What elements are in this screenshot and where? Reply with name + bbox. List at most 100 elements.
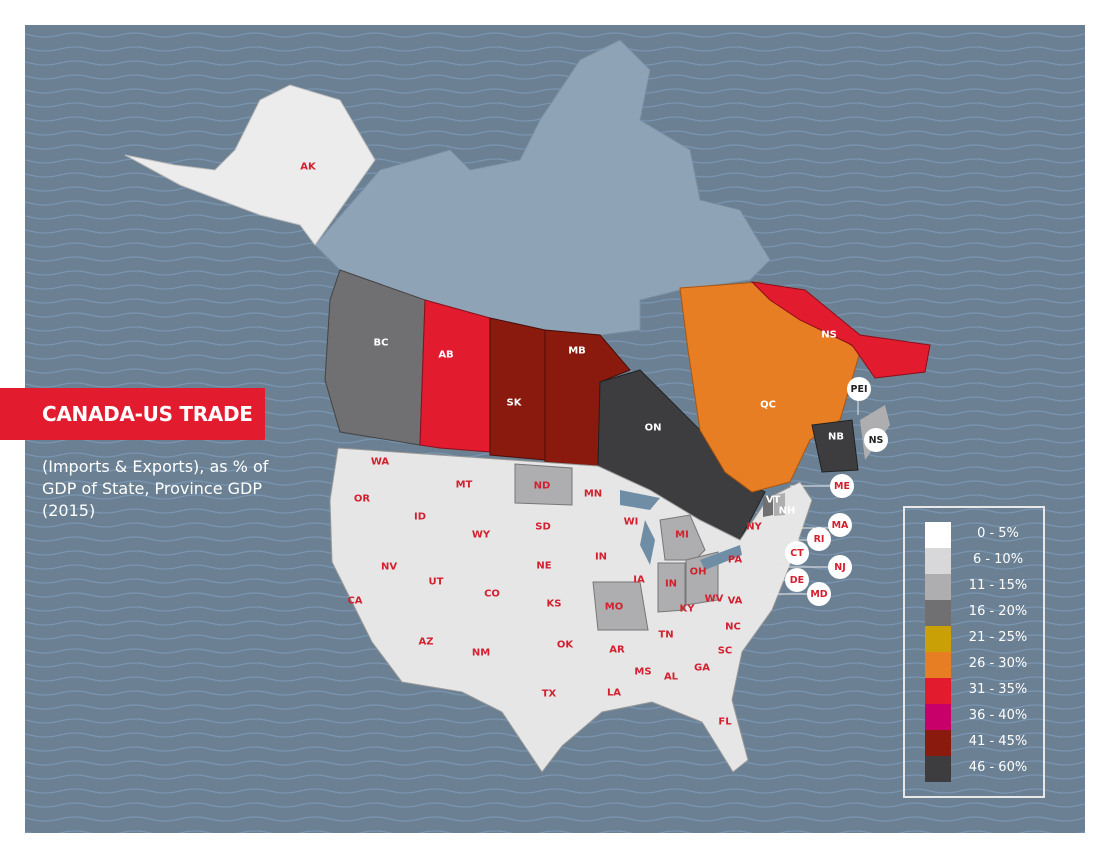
label-MS: MS: [634, 666, 652, 678]
label-OK: OK: [556, 639, 574, 651]
label-UT: UT: [428, 576, 444, 588]
map-subtitle: (Imports & Exports), as % of GDP of Stat…: [42, 457, 269, 520]
label-LA: LA: [606, 687, 622, 699]
legend-label: 21 - 25%: [968, 630, 1028, 645]
legend-swatch: [925, 600, 951, 626]
legend-label: 6 - 10%: [972, 552, 1024, 567]
label-NY: NY: [746, 521, 762, 533]
label-MO: MO: [604, 601, 624, 613]
region-AB: [419, 299, 491, 453]
label-ON: ON: [644, 422, 662, 434]
region-IN-east: [657, 562, 686, 613]
label-ND: ND: [533, 480, 551, 492]
legend-item: 21 - 25%: [925, 626, 1045, 652]
legend-item: 0 - 5%: [925, 522, 1045, 548]
legend-label: 16 - 20%: [968, 604, 1028, 619]
label-QC: QC: [760, 399, 776, 411]
label-IA: IA: [633, 574, 645, 586]
label-CO: CO: [484, 588, 500, 600]
region-AK: [124, 84, 376, 246]
legend-swatch: [925, 522, 951, 548]
label-IN-west: IN: [594, 551, 608, 563]
region-MO: [592, 581, 649, 631]
label-GA: GA: [694, 662, 710, 674]
legend-item: 36 - 40%: [925, 704, 1045, 730]
region-VT: [763, 495, 773, 517]
region-MI: [659, 514, 706, 561]
bubble-MD: MD: [807, 582, 831, 606]
legend: 0 - 5% 6 - 10% 11 - 15% 16 - 20% 21 - 25% 26 …: [903, 506, 1045, 798]
legend-swatch: [925, 548, 951, 574]
label-TN: TN: [658, 629, 674, 641]
legend-label: 41 - 45%: [968, 734, 1028, 749]
legend-swatch: [925, 678, 951, 704]
legend-item: 31 - 35%: [925, 678, 1045, 704]
legend-label: 11 - 15%: [968, 578, 1028, 593]
label-AZ: AZ: [418, 636, 434, 648]
label-OH: OH: [689, 566, 707, 578]
label-NS-NL: NS: [821, 329, 837, 341]
legend-label: 46 - 60%: [968, 760, 1028, 775]
legend-label: 31 - 35%: [968, 682, 1028, 697]
legend-item: 41 - 45%: [925, 730, 1045, 756]
region-NB: [811, 419, 859, 473]
legend-swatch: [925, 730, 951, 756]
bubble-NJ: NJ: [828, 555, 852, 579]
label-MN: MN: [583, 488, 603, 500]
label-AK: AK: [300, 161, 316, 173]
bubble-NS: NS: [864, 428, 888, 452]
label-OR: OR: [353, 493, 371, 505]
legend-swatch: [925, 704, 951, 730]
label-AB: AB: [438, 349, 454, 361]
label-BC: BC: [373, 337, 389, 349]
label-VT: VT: [765, 494, 781, 506]
label-SK: SK: [506, 397, 522, 409]
legend-label: 36 - 40%: [968, 708, 1028, 723]
region-SK: [489, 317, 546, 461]
label-VA: VA: [727, 595, 743, 607]
label-WA: WA: [370, 456, 390, 468]
label-NM: NM: [471, 647, 491, 659]
legend-swatch: [925, 652, 951, 678]
label-MB: MB: [568, 345, 586, 357]
title-band: CANADA-US TRADE: [0, 388, 265, 440]
region-BC: [324, 269, 426, 446]
great-lakes: [620, 490, 742, 570]
legend-label: 26 - 30%: [968, 656, 1028, 671]
legend-label: 0 - 5%: [977, 526, 1019, 541]
label-WY: WY: [471, 529, 491, 541]
label-SD: SD: [535, 521, 551, 533]
label-AR: AR: [609, 644, 625, 656]
label-TX: TX: [541, 688, 557, 700]
label-IN-east: IN: [664, 578, 678, 590]
label-MI: MI: [675, 529, 689, 541]
label-PA: PA: [727, 554, 743, 566]
bubble-CT: CT: [785, 541, 809, 565]
region-NL: [750, 281, 931, 379]
label-CA: CA: [347, 595, 363, 607]
label-MT: MT: [455, 479, 473, 491]
region-NH: [774, 493, 785, 516]
label-NB: NB: [828, 431, 844, 443]
label-WI: WI: [623, 516, 639, 528]
label-NE: NE: [536, 560, 552, 572]
legend-item: 11 - 15%: [925, 574, 1045, 600]
bubble-DE: DE: [785, 568, 809, 592]
label-FL: FL: [718, 716, 732, 728]
label-KY: KY: [679, 603, 695, 615]
label-KS: KS: [546, 598, 562, 610]
label-NV: NV: [380, 561, 398, 573]
map-canvas: [25, 25, 1085, 833]
label-ID: ID: [413, 511, 427, 523]
legend-swatch: [925, 626, 951, 652]
bubble-ME: ME: [830, 474, 854, 498]
map-frame: AK BC AB SK MB ON QC NS NB PEI NS ND MO …: [25, 25, 1085, 833]
label-SC: SC: [717, 645, 733, 657]
legend-swatch: [925, 756, 951, 782]
legend-item: 6 - 10%: [925, 548, 1045, 574]
label-WV: WV: [704, 593, 724, 605]
legend-item: 16 - 20%: [925, 600, 1045, 626]
legend-swatch: [925, 574, 951, 600]
label-NC: NC: [725, 621, 741, 633]
label-NH: NH: [778, 505, 796, 517]
